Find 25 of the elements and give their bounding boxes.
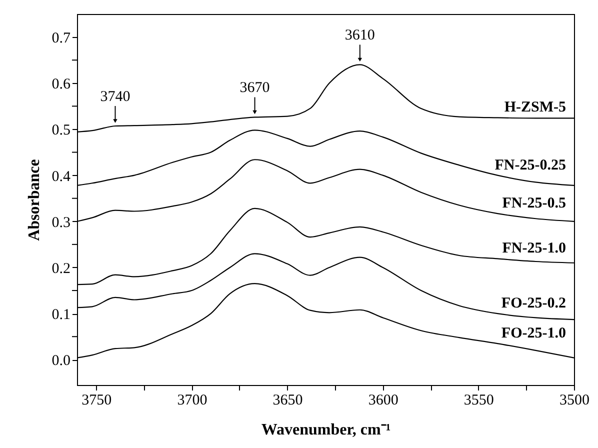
annotation: 3670 bbox=[240, 80, 270, 96]
y-tick-label: 0.3 bbox=[52, 214, 70, 231]
x-tick-label: 3500 bbox=[560, 392, 590, 408]
y-tick-label: 0.0 bbox=[52, 353, 70, 370]
series-label: FN-25-0.5 bbox=[502, 196, 566, 212]
series-label: FN-25-1.0 bbox=[502, 240, 566, 257]
y-tick-label: 0.5 bbox=[52, 122, 70, 139]
y-tick-label: 0.1 bbox=[52, 307, 70, 324]
x-tick-label: 3550 bbox=[464, 392, 494, 408]
annotation: 3610 bbox=[344, 28, 375, 44]
series-label: H-ZSM-5 bbox=[504, 100, 566, 116]
y-tick-label: 0.6 bbox=[52, 76, 71, 93]
series-label: FO-25-0.2 bbox=[501, 296, 566, 312]
annotation: 3740 bbox=[100, 88, 130, 105]
y-tick-label: 0.2 bbox=[52, 260, 70, 277]
y-axis-title: Absorbance bbox=[26, 159, 43, 241]
x-tick-label: 3700 bbox=[177, 392, 208, 408]
x-tick-label: 3750 bbox=[82, 392, 112, 408]
series-label: FO-25-1.0 bbox=[501, 326, 566, 342]
x-tick-label: 3650 bbox=[272, 392, 303, 408]
x-axis-title: Wavenumber, cm⁻¹ bbox=[261, 422, 391, 438]
y-tick-label: 0.7 bbox=[52, 30, 71, 47]
x-tick-label: 3600 bbox=[368, 392, 398, 408]
series-label: FN-25-0.25 bbox=[494, 157, 566, 174]
y-tick-label: 0.4 bbox=[52, 168, 71, 185]
